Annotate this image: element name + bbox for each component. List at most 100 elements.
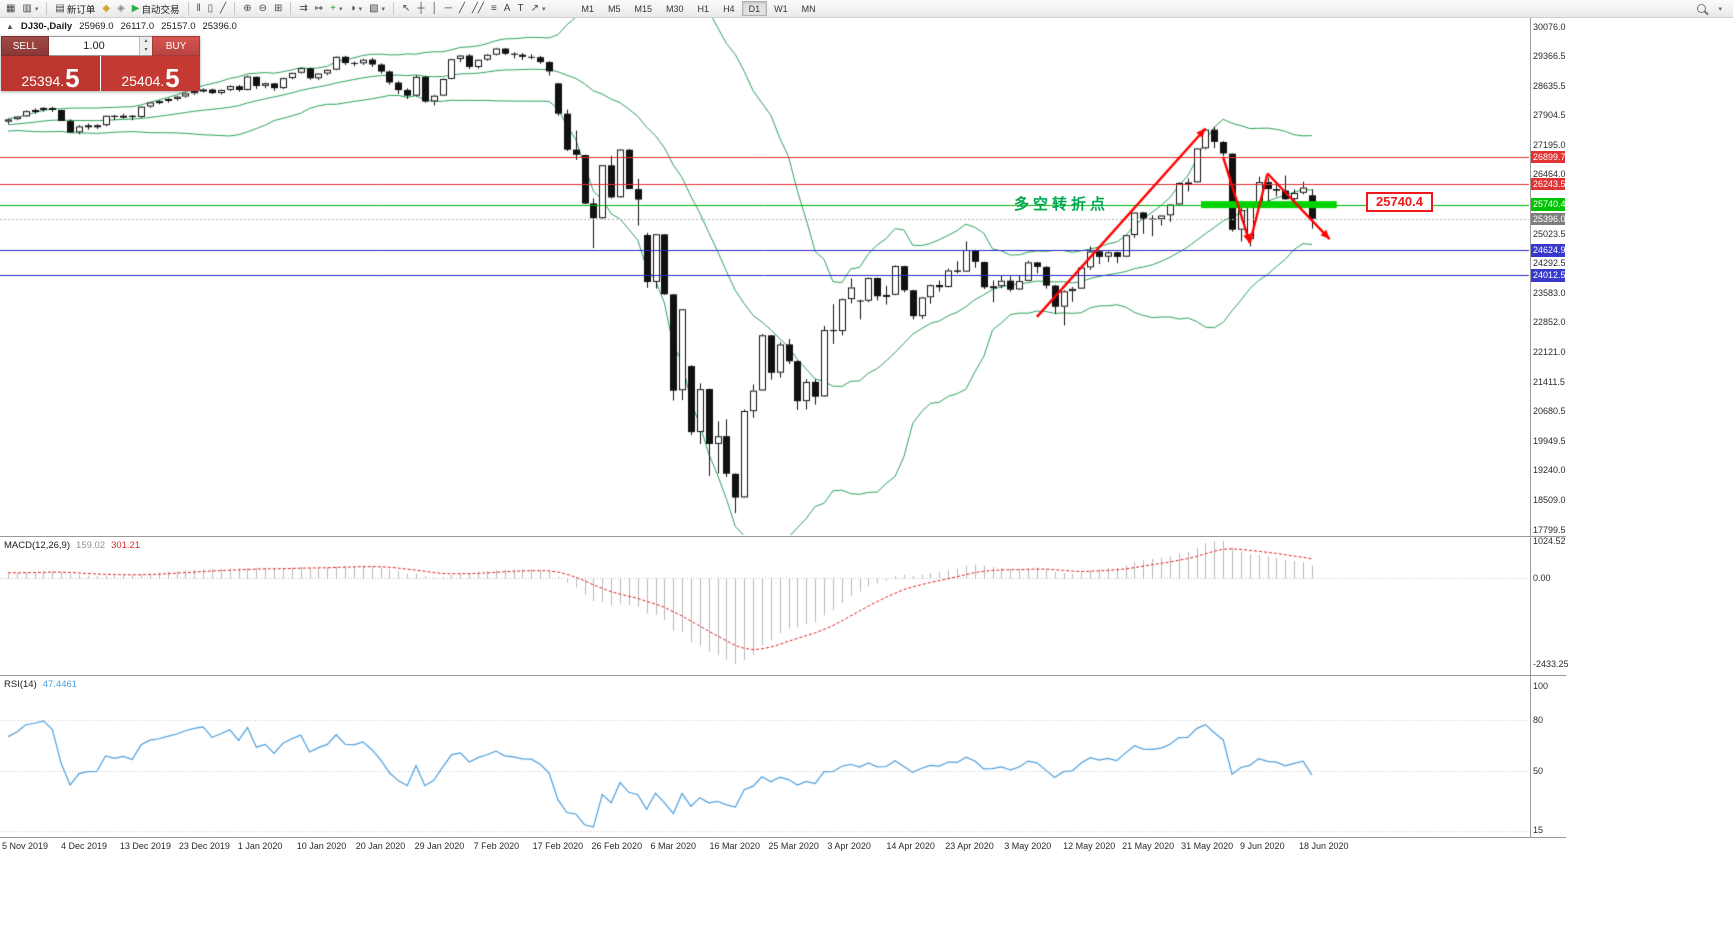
zoom-out-icon[interactable]: ⊖ xyxy=(256,1,270,17)
rsi-separator[interactable] xyxy=(0,675,1566,676)
horizontal-line-icon[interactable]: ─ xyxy=(442,1,455,17)
price-axis-label: 22852.0 xyxy=(1533,317,1566,328)
auto-scroll-icon[interactable]: ⇉ xyxy=(296,1,310,17)
axis-price-chip: 25740.4 xyxy=(1531,198,1566,211)
timeframe-mn-button[interactable]: MN xyxy=(801,4,816,14)
bar-chart-icon: ‖ xyxy=(196,2,201,14)
one-click-top-row: SELL ▴ ▾ BUY xyxy=(1,36,200,56)
axis-price-chip: 24012.5 xyxy=(1531,269,1566,282)
chart-profiles-icon: ▥ xyxy=(22,2,32,14)
chart-title-bar: ▲ DJ30-,Daily 25969.0 26117.0 25157.0 25… xyxy=(6,21,237,32)
chevron-down-icon: ▾ xyxy=(339,5,343,13)
toolbar-separator xyxy=(290,2,292,15)
zoom-in-icon[interactable]: ⊕ xyxy=(240,1,254,17)
cursor-icon[interactable]: ↖ xyxy=(399,1,413,17)
timeframe-m5-button[interactable]: M5 xyxy=(608,4,621,14)
buy-price-display[interactable]: 25404. 5 xyxy=(101,56,200,91)
time-axis-border xyxy=(0,837,1566,838)
fibonacci-icon[interactable]: ≡ xyxy=(488,1,500,17)
templates-icon[interactable]: ▧ ▾ xyxy=(366,1,388,17)
toolbar-separator xyxy=(187,2,189,15)
search-icon[interactable] xyxy=(1694,1,1709,17)
price-axis-label: 21411.5 xyxy=(1533,376,1565,387)
macd-value: 159.02 xyxy=(76,540,106,551)
date-axis-label: 25 Mar 2020 xyxy=(768,841,819,851)
timeframe-d1-button[interactable]: D1 xyxy=(741,1,768,16)
toolbar-menu-icon[interactable]: ▾ xyxy=(1714,1,1725,17)
chevron-down-icon: ▾ xyxy=(381,5,386,13)
price-axis-label: 27195.0 xyxy=(1533,139,1566,150)
timeframe-w1-button[interactable]: W1 xyxy=(774,4,788,14)
macd-name: MACD(12,26,9) xyxy=(4,540,70,551)
crosshair-icon[interactable]: ┼ xyxy=(414,1,427,17)
macd-panel[interactable] xyxy=(0,537,1529,674)
line-chart-icon[interactable]: ╱ xyxy=(217,1,229,17)
volume-down-icon[interactable]: ▾ xyxy=(140,46,152,55)
volume-up-icon[interactable]: ▴ xyxy=(140,37,152,46)
turning-point-annotation[interactable]: 多空转折点 xyxy=(1014,196,1110,213)
chevron-down-icon: ▾ xyxy=(358,5,363,13)
date-axis-label: 10 Jan 2020 xyxy=(296,841,347,851)
app-market-icon: ◆ xyxy=(102,2,111,14)
autotrading-button-label: 自动交易 xyxy=(141,4,180,16)
horizontal-line-icon: ─ xyxy=(444,2,452,14)
timeframe-m30-button[interactable]: M30 xyxy=(666,4,684,14)
vertical-line-icon[interactable]: │ xyxy=(429,1,441,17)
alerts-icon: ◈ xyxy=(117,2,125,14)
timeframe-h1-button[interactable]: H1 xyxy=(697,4,710,14)
rsi-scale-label: 50 xyxy=(1533,765,1544,776)
timeframe-toolbar: M1 M5 M15 M30 H1 H4 D1 W1 MN xyxy=(574,1,822,16)
cursor-icon: ↖ xyxy=(402,2,411,14)
autotrading-button[interactable]: ▶ 自动交易 xyxy=(129,1,183,17)
date-axis-label: 18 Jun 2020 xyxy=(1299,841,1349,851)
text-icon[interactable]: A xyxy=(501,1,514,17)
ohlc-close: 25396.0 xyxy=(202,21,237,32)
chart-shift-icon[interactable]: ↦ xyxy=(312,1,326,17)
candlestick-chart-icon: ▯ xyxy=(207,2,214,14)
date-axis-label: 9 Jun 2020 xyxy=(1240,841,1285,851)
price-tag-label[interactable]: 25740.4 xyxy=(1366,192,1433,212)
tile-windows-icon[interactable]: ⊞ xyxy=(271,1,285,17)
toolbar-separator xyxy=(234,2,236,15)
fibonacci-icon: ≡ xyxy=(490,2,497,14)
timeframe-m1-button[interactable]: M1 xyxy=(581,4,594,14)
templates-icon: ▧ xyxy=(369,2,379,14)
timeframe-m15-button[interactable]: M15 xyxy=(634,4,653,14)
macd-separator[interactable] xyxy=(0,536,1566,537)
candlestick-chart-icon[interactable]: ▯ xyxy=(205,1,217,17)
new-order-button: ▤ xyxy=(55,2,65,14)
volume-field: ▴ ▾ xyxy=(49,36,152,56)
channel-icon[interactable]: ╱╱ xyxy=(469,1,487,17)
one-click-collapse-icon[interactable]: ▲ xyxy=(6,22,14,31)
periods-icon[interactable]: ◑ ▾ xyxy=(347,1,366,17)
rsi-scale-label: 80 xyxy=(1533,714,1544,725)
price-axis-label: 29366.5 xyxy=(1533,51,1566,62)
rsi-scale-label: 100 xyxy=(1533,680,1549,691)
indicators-icon[interactable]: + ▾ xyxy=(327,1,345,17)
buy-button[interactable]: BUY xyxy=(152,36,200,56)
date-axis-label: 26 Feb 2020 xyxy=(591,841,643,851)
chart-profiles-icon[interactable]: ▥ ▾ xyxy=(19,1,41,17)
app-market-icon[interactable]: ◆ xyxy=(99,1,113,17)
trendline-icon[interactable]: ╱ xyxy=(456,1,468,17)
date-axis-label: 14 Apr 2020 xyxy=(886,841,935,851)
new-chart-icon[interactable]: ▦ xyxy=(3,1,18,17)
arrows-icon[interactable]: ↗ ▾ xyxy=(528,1,549,17)
price-axis-label: 23583.0 xyxy=(1533,287,1566,298)
text-label-icon[interactable]: T xyxy=(514,1,526,17)
sell-price-display[interactable]: 25394. 5 xyxy=(1,56,100,91)
date-axis-label: 5 Nov 2019 xyxy=(2,841,49,851)
main-chart-area[interactable] xyxy=(0,18,1529,535)
rsi-panel[interactable] xyxy=(0,676,1529,836)
date-axis-label: 13 Dec 2019 xyxy=(119,841,171,851)
bar-chart-icon[interactable]: ‖ xyxy=(194,1,204,17)
sell-button[interactable]: SELL xyxy=(1,36,49,56)
alerts-icon[interactable]: ◈ xyxy=(114,1,128,17)
axis-price-chip: 25396.0 xyxy=(1531,212,1566,226)
date-axis-label: 3 Apr 2020 xyxy=(827,841,871,851)
axis-price-chip: 26243.5 xyxy=(1531,177,1566,191)
timeframe-h4-button[interactable]: H4 xyxy=(723,4,735,14)
volume-input[interactable] xyxy=(49,37,139,55)
new-order-button[interactable]: ▤ 新订单 xyxy=(52,1,98,17)
